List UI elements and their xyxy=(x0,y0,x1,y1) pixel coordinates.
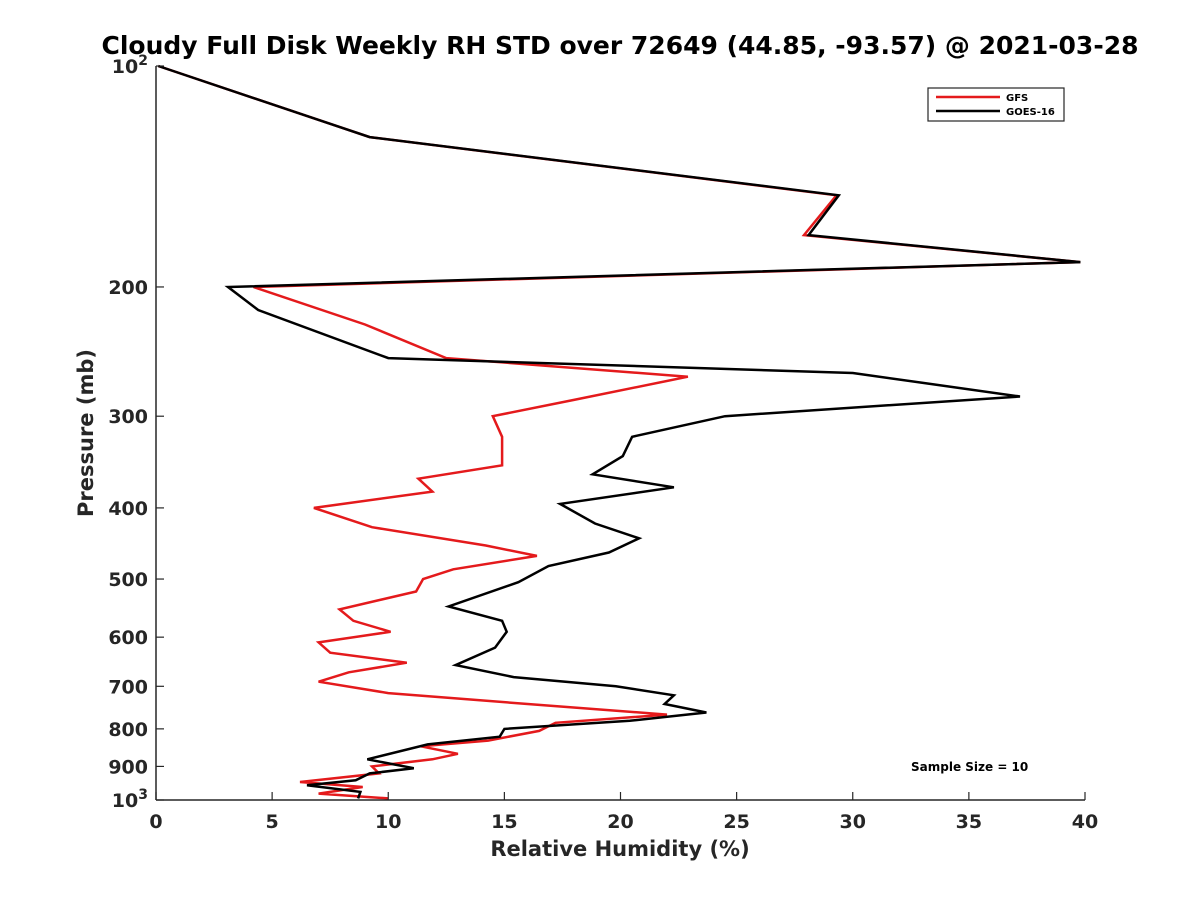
y-axis-label: Pressure (mb) xyxy=(74,349,98,517)
x-tick-label: 10 xyxy=(375,811,401,833)
y-tick-label: 600 xyxy=(108,627,148,649)
chart-title: Cloudy Full Disk Weekly RH STD over 7264… xyxy=(101,31,1138,60)
x-tick-label: 20 xyxy=(607,811,633,833)
y-tick-label: 200 xyxy=(108,277,148,299)
x-tick-label: 30 xyxy=(840,811,866,833)
x-tick-label: 25 xyxy=(723,811,749,833)
x-ticks: 0 5 10 15 20 25 30 35 40 xyxy=(149,792,1098,833)
y-tick-label: 800 xyxy=(108,719,148,741)
x-tick-label: 5 xyxy=(266,811,279,833)
y-tick-label: 300 xyxy=(108,406,148,428)
y-tick-label: 700 xyxy=(108,676,148,698)
x-tick-label: 0 xyxy=(149,811,162,833)
series-line-gfs xyxy=(157,64,1081,800)
sample-size-annotation: Sample Size = 10 xyxy=(911,760,1028,774)
y-tick-label: 400 xyxy=(108,498,148,520)
series-line-goes16 xyxy=(157,64,1081,799)
x-tick-label: 40 xyxy=(1072,811,1098,833)
y-tick-label: 102 xyxy=(112,53,148,78)
x-tick-label: 35 xyxy=(956,811,982,833)
legend-label-goes16: GOES-16 xyxy=(1006,107,1055,118)
y-tick-label: 500 xyxy=(108,569,148,591)
y-ticks: 102 200 300 400 500 600 700 800 900 103 xyxy=(108,53,164,812)
y-tick-label: 900 xyxy=(108,756,148,778)
x-axis-label: Relative Humidity (%) xyxy=(490,837,749,861)
legend: GFS GOES-16 xyxy=(927,87,1065,122)
y-tick-label: 103 xyxy=(112,787,148,812)
legend-label-gfs: GFS xyxy=(1006,93,1028,104)
plot-area xyxy=(157,64,1081,800)
legend-box xyxy=(927,87,1065,122)
x-tick-label: 15 xyxy=(491,811,517,833)
